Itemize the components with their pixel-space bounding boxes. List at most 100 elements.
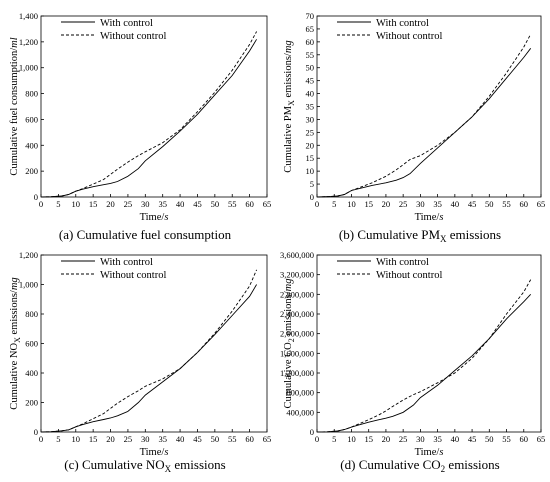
legend-label: Without control: [100, 31, 166, 42]
y-axis-title-unit: mg: [283, 40, 294, 53]
x-axis-title-text: Time/: [140, 447, 165, 458]
x-tick-label: 10: [347, 434, 356, 444]
x-axis-title: Time/s: [140, 212, 169, 223]
legend-label: Without control: [100, 270, 166, 281]
y-tick-label: 0: [310, 427, 314, 437]
y-tick-label: 45: [306, 76, 315, 86]
x-tick-label: 15: [89, 199, 98, 209]
caption-subscript: 2: [441, 464, 446, 474]
legend-label: With control: [376, 18, 429, 29]
series-line-with-control: [40, 39, 257, 198]
x-tick-label: 45: [468, 434, 477, 444]
y-tick-label: 3,200,000: [280, 270, 314, 280]
legend-label: Without control: [376, 270, 442, 281]
y-tick-label: 0: [34, 192, 38, 202]
legend-label: With control: [100, 257, 153, 268]
x-tick-label: 55: [502, 199, 511, 209]
x-axis-title: Time/s: [140, 447, 169, 458]
caption-subscript: X: [165, 464, 172, 474]
x-tick-label: 65: [263, 199, 272, 209]
plot-frame: [316, 15, 542, 198]
y-axis-title-subscript: 2: [287, 338, 296, 342]
y-axis-title-text: Cumulative NO: [9, 342, 20, 409]
x-tick-label: 35: [158, 199, 167, 209]
y-tick-label: 1,200: [19, 37, 38, 47]
caption-text: (a) Cumulative fuel consumption: [59, 227, 232, 242]
x-tick-label: 40: [176, 199, 185, 209]
caption-subscript: X: [440, 234, 447, 244]
x-tick-label: 25: [124, 434, 133, 444]
x-axis-title-unit: s: [164, 447, 168, 458]
x-tick-label: 5: [56, 434, 60, 444]
y-axis-title: Cumulative CO2 emissions/mg: [283, 278, 296, 408]
x-tick-label: 10: [347, 199, 356, 209]
y-axis-title-text: Cumulative fuel consumption/: [9, 48, 20, 176]
x-axis-title-text: Time/: [415, 447, 440, 458]
x-tick-label: 0: [315, 199, 319, 209]
x-axis-title-unit: s: [439, 212, 443, 223]
y-tick-label: 800,000: [286, 388, 314, 398]
y-tick-label: 1,200: [19, 250, 38, 260]
y-axis-title-unit: mg: [9, 277, 20, 290]
legend-label: Without control: [376, 31, 442, 42]
x-axis-title-unit: s: [439, 447, 443, 458]
x-tick-label: 30: [141, 199, 150, 209]
x-tick-label: 20: [382, 199, 391, 209]
y-tick-label: 30: [306, 114, 315, 124]
x-tick-label: 40: [451, 434, 460, 444]
series-line-without-control: [316, 33, 532, 198]
chart-panel-d: 0 5 10 15 20 25 30 35 40 45 50 55 60 65 0 400,000 800,00…: [280, 250, 545, 474]
y-tick-label: 400,000: [286, 407, 314, 417]
caption-tail: emissions: [447, 227, 502, 242]
y-tick-label: 1,200,000: [280, 368, 314, 378]
x-tick-label: 5: [332, 434, 336, 444]
y-axis-title-text: Cumulative PM: [283, 105, 294, 172]
y-tick-label: 40: [306, 89, 315, 99]
chart-panel-c: 0 5 10 15 20 25 30 35 40 45 50 55 60 65 0 200 400 600 800 1…: [9, 250, 271, 474]
y-tick-label: 800: [25, 309, 38, 319]
y-tick-label: 400: [25, 368, 38, 378]
y-axis-title-unit: mg: [283, 278, 294, 291]
y-axis-title: Cumulative PMX emissions/mg: [283, 40, 296, 172]
x-tick-label: 20: [382, 434, 391, 444]
x-tick-label: 50: [211, 434, 220, 444]
x-tick-label: 50: [485, 434, 494, 444]
x-tick-label: 20: [106, 199, 115, 209]
caption-text: (b) Cumulative PM: [339, 227, 441, 242]
x-tick-label: 55: [228, 199, 237, 209]
x-tick-label: 25: [399, 199, 408, 209]
panel-caption: (a) Cumulative fuel consumption: [59, 227, 232, 242]
y-tick-label: 2,800,000: [280, 289, 314, 299]
x-axis-title-text: Time/: [415, 212, 440, 223]
x-tick-label: 65: [537, 434, 546, 444]
x-tick-label: 35: [433, 199, 442, 209]
x-tick-label: 60: [245, 199, 254, 209]
x-tick-label: 30: [416, 199, 425, 209]
series-line-without-control: [40, 31, 257, 198]
y-tick-label: 50: [306, 63, 315, 73]
x-axis-title-unit: s: [164, 212, 168, 223]
y-tick-label: 200: [25, 398, 38, 408]
caption-text: (d) Cumulative CO: [340, 457, 440, 472]
y-axis-title-subscript: X: [13, 337, 22, 343]
y-tick-label: 2,000,000: [280, 329, 314, 339]
y-tick-label: 1,000: [19, 280, 38, 290]
y-axis-title-tail: emissions/: [9, 290, 20, 337]
y-axis-title-text: Cumulative CO: [283, 342, 294, 409]
x-axis-title-text: Time/: [140, 212, 165, 223]
x-tick-label: 45: [468, 199, 477, 209]
plot-frame: [316, 254, 542, 433]
x-tick-label: 60: [245, 434, 254, 444]
series-line-without-control: [40, 269, 258, 433]
y-axis-title: Cumulative fuel consumption/ml: [9, 37, 20, 175]
x-tick-label: 15: [89, 434, 98, 444]
y-tick-label: 600: [25, 114, 38, 124]
x-tick-label: 60: [520, 199, 529, 209]
y-axis-title-subscript: X: [287, 100, 296, 106]
y-tick-label: 200: [25, 166, 38, 176]
chart-panel-b: 0 5 10 15 20 25 30 35 40 45 50 55 60 6505101520253035…: [283, 11, 545, 244]
x-tick-label: 40: [176, 434, 185, 444]
panel-caption: (d) Cumulative CO2 emissions: [340, 457, 499, 474]
x-tick-label: 15: [364, 199, 373, 209]
